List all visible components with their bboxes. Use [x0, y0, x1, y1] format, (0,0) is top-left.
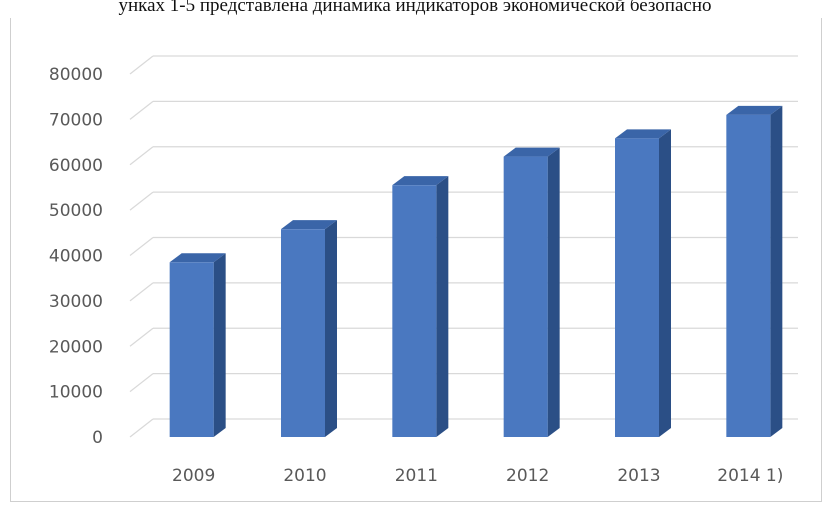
bar-top — [392, 176, 449, 186]
gridline-diagonal — [129, 237, 154, 256]
bar-top — [503, 147, 560, 157]
gridline-diagonal — [129, 373, 154, 393]
bar-top — [281, 220, 337, 230]
gridlines — [129, 55, 798, 438]
y-tick-label: 50000 — [49, 201, 103, 221]
gridline-diagonal — [129, 146, 154, 166]
y-axis-ticks: 0 10000 20000 30000 40000 50000 60000 70000 8000… — [49, 65, 103, 448]
gridline-diagonal — [129, 282, 154, 302]
y-tick-label: 0 — [92, 428, 103, 448]
bar — [392, 185, 437, 437]
bar-side — [213, 253, 226, 437]
bar-top — [169, 253, 226, 263]
y-tick-label: 30000 — [49, 292, 103, 312]
x-tick-label: 2009 — [172, 466, 215, 486]
bar — [615, 138, 659, 437]
y-tick-label: 60000 — [49, 156, 103, 176]
bar-top — [615, 129, 671, 139]
y-tick-label: 10000 — [49, 383, 103, 403]
bar-side — [659, 129, 671, 437]
bars — [169, 105, 783, 438]
x-tick-label: 2010 — [283, 466, 326, 486]
bar — [726, 114, 771, 438]
chart-frame — [10, 18, 822, 502]
y-tick-label: 70000 — [49, 110, 103, 130]
bar — [503, 156, 548, 437]
x-tick-label: 2014 1) — [717, 466, 783, 486]
gridline-diagonal — [129, 191, 154, 211]
bar-side — [325, 220, 337, 437]
page-caption: унках 1-5 представлена динамика индикато… — [118, 0, 712, 16]
y-tick-label: 80000 — [49, 65, 103, 85]
bar-side — [547, 147, 560, 437]
bar-top — [726, 105, 783, 115]
x-tick-label: 2012 — [506, 466, 549, 486]
x-axis-ticks: 2009 2010 2011 2012 2013 2014 1) — [172, 466, 783, 486]
bar-side — [436, 176, 449, 437]
gridline-diagonal — [129, 100, 154, 120]
x-tick-label: 2011 — [395, 466, 438, 486]
gridline-diagonal — [129, 418, 154, 438]
gridline-diagonal — [129, 55, 154, 75]
x-tick-label: 2013 — [617, 466, 660, 486]
bar — [169, 262, 214, 437]
bar — [281, 229, 325, 437]
y-tick-label: 40000 — [49, 247, 103, 267]
bar-side — [770, 105, 783, 438]
gridline-diagonal — [129, 327, 154, 347]
y-tick-label: 20000 — [49, 337, 103, 357]
